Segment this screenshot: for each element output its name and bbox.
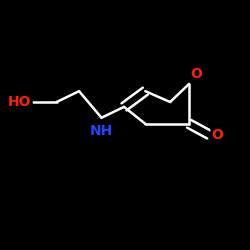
Text: HO: HO — [8, 95, 32, 109]
Text: O: O — [190, 68, 202, 82]
Text: NH: NH — [90, 124, 113, 138]
Text: O: O — [211, 128, 223, 142]
